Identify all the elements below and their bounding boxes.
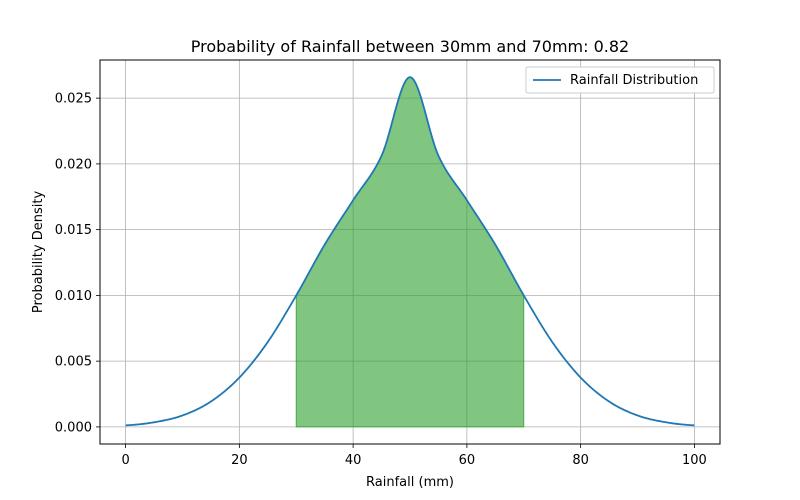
x-axis: 0 20 40 60 80 100 xyxy=(121,444,707,468)
x-tick-label: 80 xyxy=(572,453,589,468)
y-tick-label: 0.005 xyxy=(55,355,92,370)
x-axis-label: Rainfall (mm) xyxy=(366,475,454,490)
x-tick-label: 100 xyxy=(682,453,707,468)
chart-title: Probability of Rainfall between 30mm and… xyxy=(191,37,629,56)
x-tick-label: 20 xyxy=(231,453,248,468)
y-axis-label: Probability Density xyxy=(31,191,46,314)
series-line-rainfall-distribution xyxy=(125,76,695,427)
y-tick-label: 0.025 xyxy=(55,92,92,107)
y-axis: 0.000 0.005 0.010 0.015 0.020 0.025 xyxy=(55,92,100,435)
shaded-probability-region xyxy=(295,76,525,428)
legend-label-rainfall-distribution: Rainfall Distribution xyxy=(570,73,698,88)
y-tick-label: 0.020 xyxy=(55,157,92,172)
legend-box xyxy=(525,66,715,94)
y-tick-label: 0.010 xyxy=(55,289,92,304)
legend: Rainfall Distribution xyxy=(525,66,715,94)
plot-frame xyxy=(99,59,721,445)
x-tick-label: 60 xyxy=(459,453,476,468)
x-tick-label: 0 xyxy=(121,453,129,468)
y-tick-label: 0.000 xyxy=(55,420,92,435)
y-tick-label: 0.015 xyxy=(55,223,92,238)
x-tick-label: 40 xyxy=(345,453,362,468)
